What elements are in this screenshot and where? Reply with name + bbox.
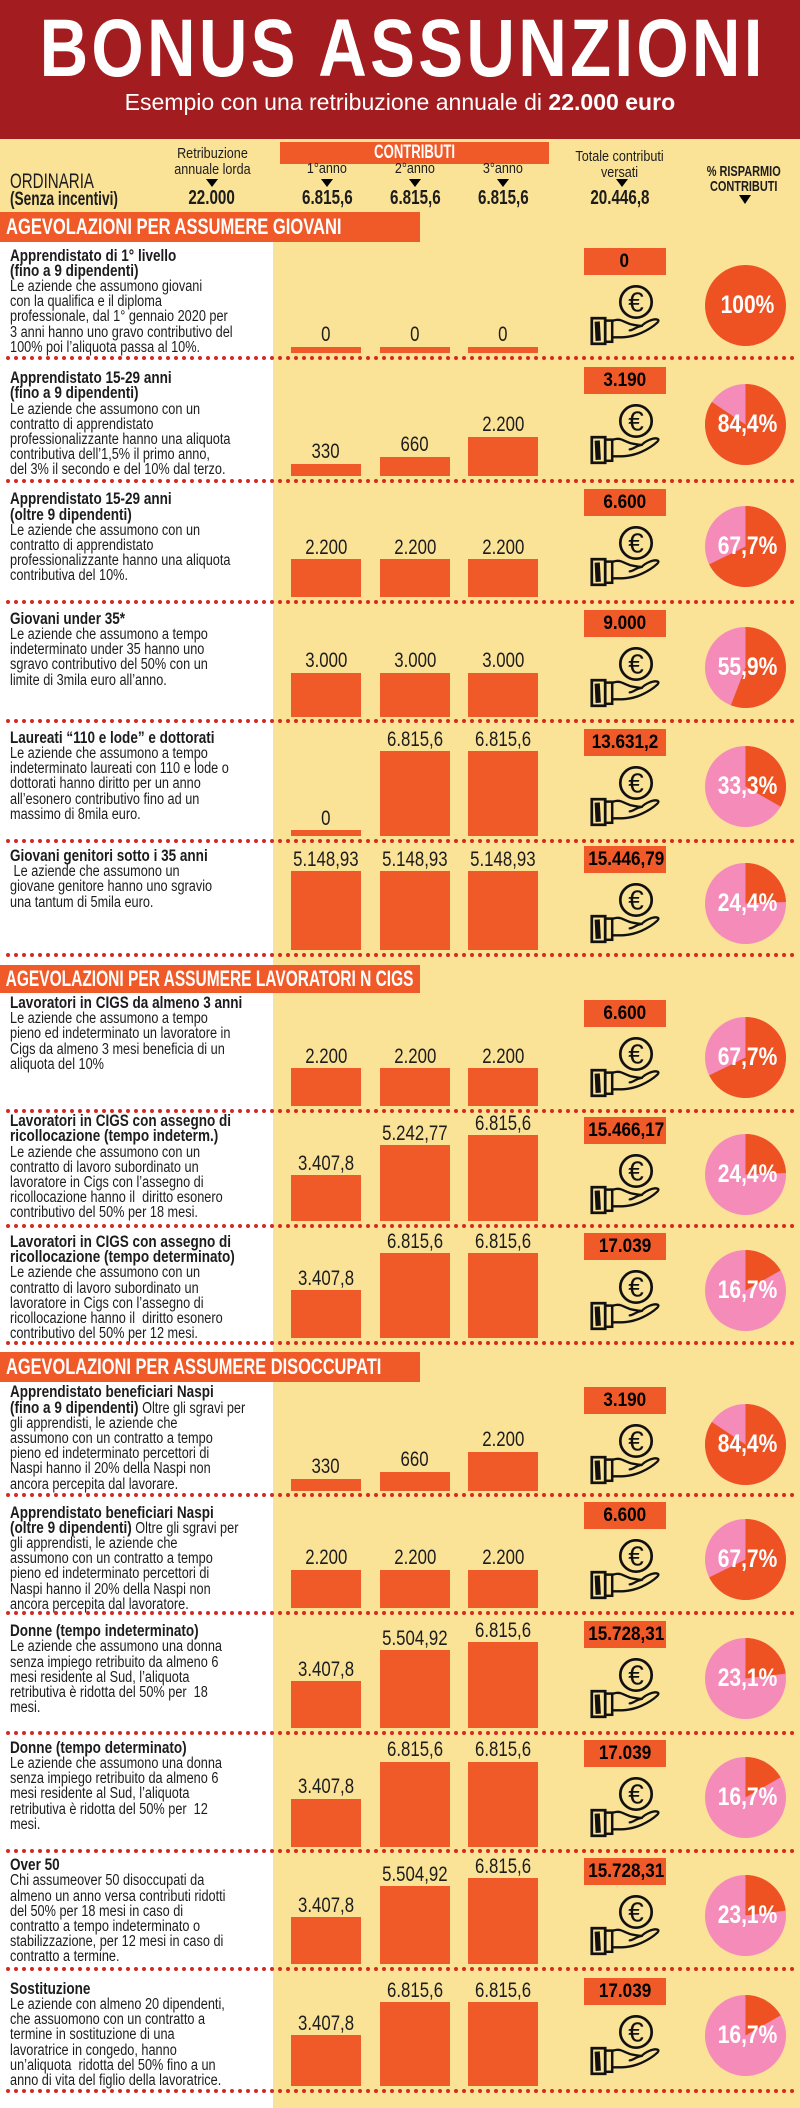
svg-text:€: €	[628, 406, 644, 437]
svg-text:€: €	[628, 1659, 644, 1690]
svg-text:€: €	[628, 1779, 644, 1810]
svg-text:€: €	[628, 648, 644, 679]
svg-text:€: €	[628, 1541, 644, 1572]
svg-text:€: €	[628, 1897, 644, 1928]
svg-text:€: €	[628, 1155, 644, 1186]
svg-text:€: €	[628, 768, 644, 799]
svg-text:€: €	[628, 1271, 644, 1302]
svg-text:€: €	[628, 286, 644, 317]
svg-text:€: €	[628, 885, 644, 916]
svg-text:€: €	[628, 2017, 644, 2048]
svg-text:€: €	[628, 1425, 644, 1456]
svg-text:€: €	[628, 1039, 644, 1070]
svg-text:€: €	[628, 528, 644, 559]
